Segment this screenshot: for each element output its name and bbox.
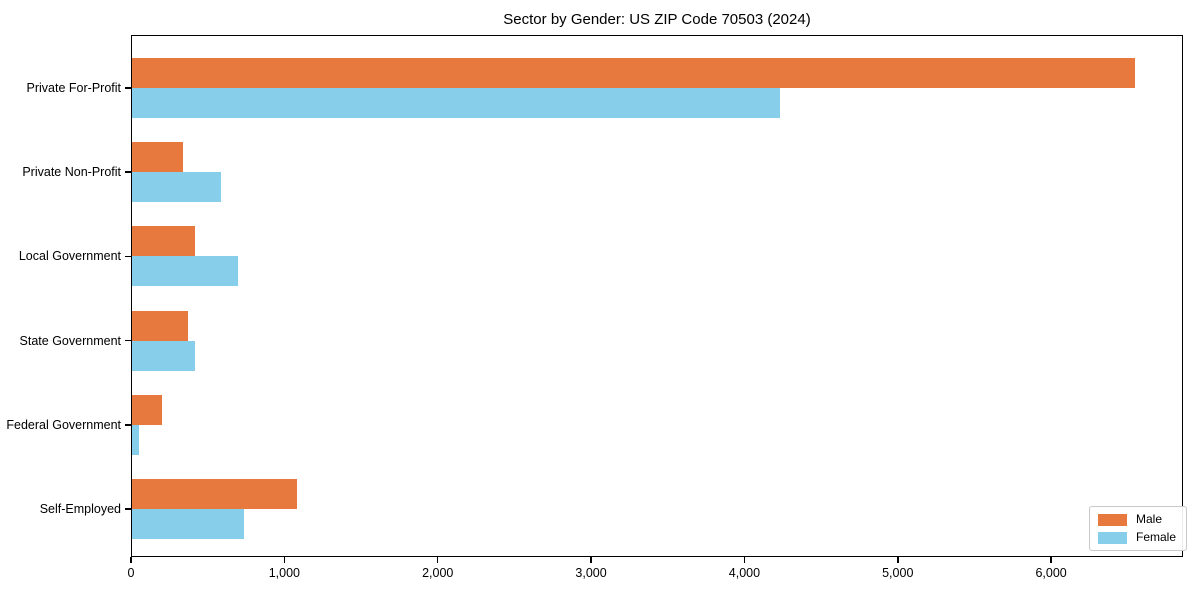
category-label: Federal Government [6, 417, 121, 432]
x-tick-label: 4,000 [728, 566, 761, 580]
y-tick [125, 424, 131, 426]
legend: Male Female [1089, 506, 1188, 551]
x-tick-label: 5,000 [882, 566, 914, 580]
bar-male-4 [131, 394, 162, 425]
bar-male-5 [131, 479, 297, 509]
chart-title: Sector by Gender: US ZIP Code 70503 (202… [503, 11, 811, 28]
x-tick-label: 2,000 [422, 566, 454, 580]
y-tick [125, 255, 131, 258]
x-tick [283, 557, 286, 563]
x-tick [1050, 557, 1052, 563]
bar-female-5 [131, 509, 245, 539]
x-tick [897, 557, 899, 563]
y-tick [125, 171, 131, 173]
legend-label-male: Male [1136, 512, 1163, 526]
bar-female-3 [131, 340, 195, 371]
x-tick-label: 1,000 [268, 566, 300, 580]
legend-swatch-female [1098, 531, 1127, 544]
legend-entry-male: Male [1098, 513, 1176, 526]
bar-female-2 [131, 256, 239, 287]
category-label: Private Non-Profit [22, 165, 121, 180]
category-label: Self-Employed [39, 502, 121, 516]
bar-female-0 [131, 88, 780, 118]
legend-entry-female: Female [1098, 531, 1176, 544]
y-tick [125, 87, 131, 89]
category-label: Local Government [18, 249, 121, 264]
bar-female-1 [131, 172, 222, 203]
x-tick-label: 3,000 [575, 566, 607, 580]
legend-label-female: Female [1136, 530, 1177, 544]
x-tick [743, 557, 746, 563]
bar-female-4 [131, 424, 139, 455]
category-label: Private For-Profit [26, 81, 121, 95]
y-tick [125, 508, 131, 510]
x-tick-label: 6,000 [1035, 566, 1067, 580]
bar-male-3 [131, 310, 188, 341]
x-tick [436, 557, 439, 563]
x-tick-label: 0 [127, 566, 135, 580]
bar-male-1 [131, 142, 184, 173]
bar-male-2 [131, 226, 196, 257]
x-tick [590, 557, 592, 563]
x-tick [130, 557, 132, 563]
y-tick [125, 339, 131, 342]
category-label: State Government [19, 333, 121, 348]
bar-male-0 [131, 58, 1136, 88]
legend-swatch-male [1098, 513, 1127, 526]
